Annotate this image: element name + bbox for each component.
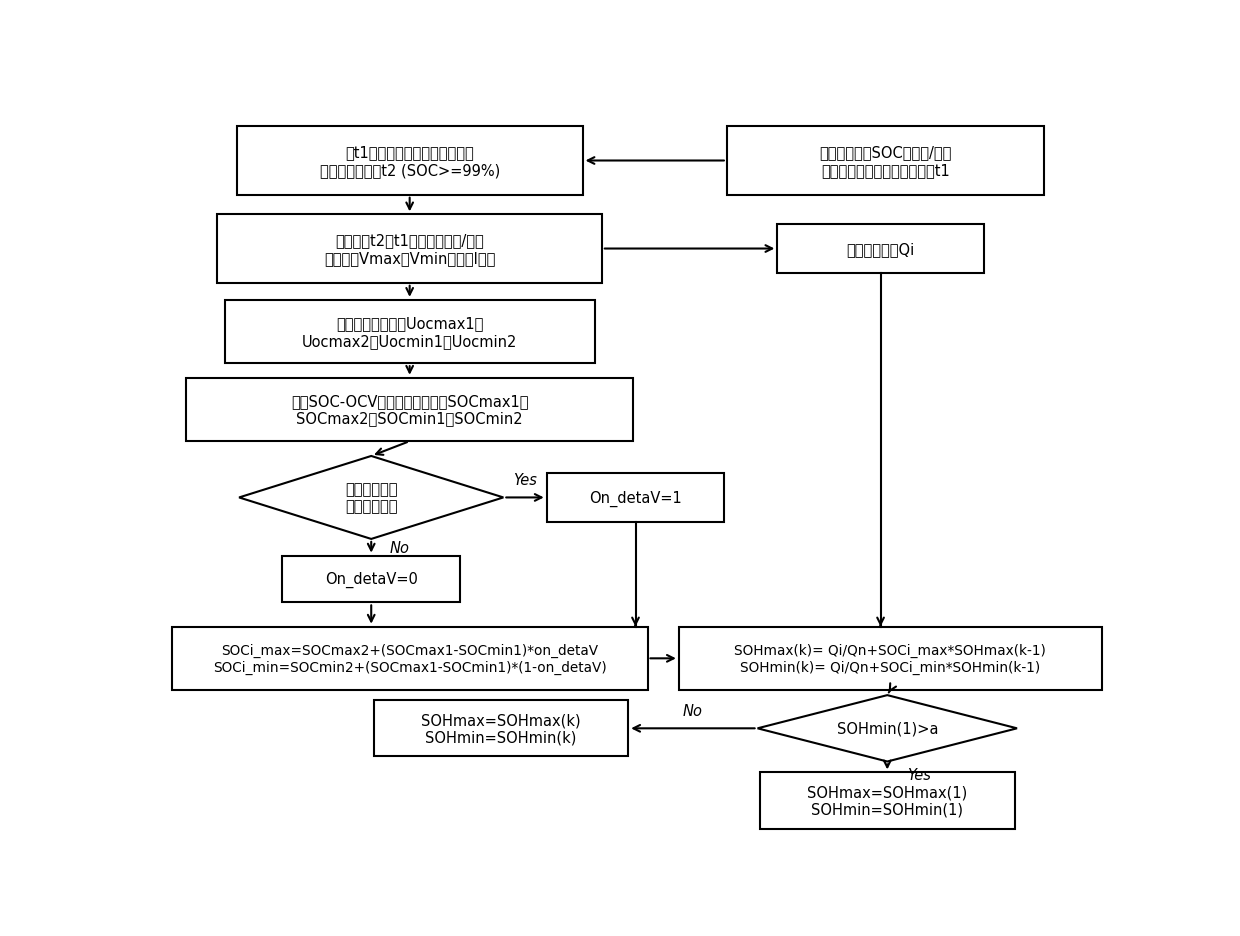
Text: Yes: Yes [513, 473, 537, 488]
Text: Yes: Yes [906, 768, 931, 782]
Text: 应用辨识算法得到Uocmax1、
Uocmax2、Uocmin1、Uocmin2: 应用辨识算法得到Uocmax1、 Uocmax2、Uocmin1、Uocmin2 [303, 316, 517, 348]
Text: SOCi_max=SOCmax2+(SOCmax1-SOCmin1)*on_detaV
SOCi_min=SOCmin2+(SOCmax1-SOCmin1)*(: SOCi_max=SOCmax2+(SOCmax1-SOCmin1)*on_de… [213, 643, 606, 674]
Bar [727, 127, 1044, 196]
Text: SOHmax=SOHmax(1)
SOHmin=SOHmin(1): SOHmax=SOHmax(1) SOHmin=SOHmin(1) [807, 784, 967, 817]
Polygon shape [239, 457, 503, 539]
Bar [237, 127, 583, 196]
Bar [678, 627, 1101, 691]
Text: 安时积分得到Qi: 安时积分得到Qi [847, 241, 915, 256]
Text: No: No [391, 540, 410, 555]
Text: SOHmin(1)>a: SOHmin(1)>a [837, 721, 937, 736]
Bar [224, 300, 595, 364]
Bar [373, 700, 629, 756]
Text: SOHmax=SOHmax(k)
SOHmin=SOHmin(k): SOHmax=SOHmax(k) SOHmin=SOHmin(k) [422, 712, 580, 745]
Text: SOHmax(k)= Qi/Qn+SOCi_max*SOHmax(k-1)
SOHmin(k)= Qi/Qn+SOCi_min*SOHmin(k-1): SOHmax(k)= Qi/Qn+SOCi_max*SOHmax(k-1) SO… [734, 643, 1047, 674]
Bar [760, 772, 1014, 828]
Bar [172, 627, 647, 691]
Bar [777, 225, 983, 273]
Bar [186, 378, 634, 442]
Text: 从t1往前搜索离该时刻最近的满
电时刻，定义为t2 (SOC>=99%): 从t1往前搜索离该时刻最近的满 电时刻，定义为t2 (SOC>=99%) [320, 145, 500, 178]
Bar [547, 474, 724, 522]
Text: No: No [683, 703, 703, 718]
Bar [217, 215, 601, 284]
Text: On_detaV=1: On_detaV=1 [589, 490, 682, 506]
Polygon shape [758, 695, 1017, 762]
Text: 收集车辆t2至t1时间段内最高/最低
单体电压Vmax、Vmin、电流I数据: 收集车辆t2至t1时间段内最高/最低 单体电压Vmax、Vmin、电流I数据 [324, 233, 495, 266]
Bar [283, 556, 460, 603]
Text: 应用SOC-OCV插值法得到对应的SOCmax1、
SOCmax2、SOCmin1、SOCmin2: 应用SOC-OCV插值法得到对应的SOCmax1、 SOCmax2、SOCmin… [291, 394, 528, 426]
Text: On_detaV=0: On_detaV=0 [325, 571, 418, 588]
Text: 搜索行车当天SOC最小值/最低
单体电压最小值，定义为时刻t1: 搜索行车当天SOC最小值/最低 单体电压最小值，定义为时刻t1 [820, 145, 951, 178]
Text: 判断压差是否
先减小后增大: 判断压差是否 先减小后增大 [345, 482, 398, 514]
